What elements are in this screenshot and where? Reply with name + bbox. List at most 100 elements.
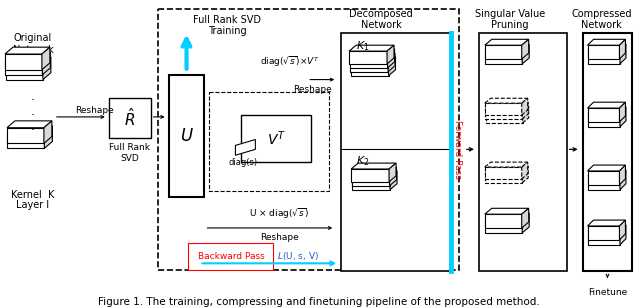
Text: U: U <box>180 127 193 145</box>
Polygon shape <box>350 59 388 72</box>
Bar <box>168 75 205 197</box>
Polygon shape <box>588 45 620 59</box>
Polygon shape <box>44 121 52 144</box>
Bar <box>109 98 150 138</box>
Polygon shape <box>485 98 528 103</box>
Polygon shape <box>389 163 396 182</box>
Text: $K_1$: $K_1$ <box>356 39 370 53</box>
Text: Reshape: Reshape <box>76 106 114 115</box>
Polygon shape <box>485 214 522 228</box>
Text: $L$(U, s, V): $L$(U, s, V) <box>277 250 319 262</box>
Text: Figure 1. The training, compressing and finetuning pipeline of the proposed meth: Figure 1. The training, compressing and … <box>99 297 540 307</box>
Polygon shape <box>6 57 51 64</box>
Bar <box>157 9 459 270</box>
Polygon shape <box>588 39 625 45</box>
Polygon shape <box>485 171 522 183</box>
Text: $\hat{R}$: $\hat{R}$ <box>124 107 136 129</box>
Polygon shape <box>620 107 626 127</box>
Polygon shape <box>522 166 528 183</box>
Text: ·
·
·: · · · <box>31 95 35 137</box>
Polygon shape <box>44 126 52 148</box>
Polygon shape <box>588 107 626 113</box>
Polygon shape <box>388 53 395 72</box>
Polygon shape <box>485 103 522 115</box>
Polygon shape <box>485 208 529 214</box>
Polygon shape <box>352 171 397 177</box>
Polygon shape <box>351 169 389 182</box>
Polygon shape <box>588 231 620 245</box>
Polygon shape <box>352 177 390 190</box>
Bar <box>209 92 329 191</box>
Polygon shape <box>588 44 626 50</box>
Text: $V^T$: $V^T$ <box>267 129 286 148</box>
Polygon shape <box>620 102 625 122</box>
Bar <box>241 115 311 162</box>
Polygon shape <box>620 220 625 240</box>
Polygon shape <box>522 208 529 228</box>
Polygon shape <box>588 165 625 171</box>
Polygon shape <box>387 45 394 64</box>
Text: Reshape: Reshape <box>260 233 299 242</box>
Text: Original
Network: Original Network <box>13 33 53 55</box>
Polygon shape <box>8 126 52 133</box>
Polygon shape <box>522 39 529 59</box>
Polygon shape <box>485 166 528 171</box>
Polygon shape <box>522 213 529 233</box>
Bar <box>582 33 632 271</box>
Polygon shape <box>43 57 51 79</box>
Polygon shape <box>485 162 528 167</box>
Polygon shape <box>7 121 52 128</box>
Text: Compressed
Network: Compressed Network <box>572 9 632 30</box>
Polygon shape <box>588 226 620 240</box>
Polygon shape <box>349 45 394 51</box>
Polygon shape <box>388 49 394 68</box>
Text: Full Rank SVD
Training: Full Rank SVD Training <box>193 15 261 36</box>
Polygon shape <box>485 50 522 64</box>
Polygon shape <box>522 162 528 179</box>
Polygon shape <box>349 55 388 68</box>
Polygon shape <box>485 213 529 219</box>
Text: diag($\sqrt{s}$)$\times V^T$: diag($\sqrt{s}$)$\times V^T$ <box>260 55 320 69</box>
Polygon shape <box>588 113 620 127</box>
Polygon shape <box>6 52 51 59</box>
Polygon shape <box>5 54 42 70</box>
Text: Singular Value
Pruning: Singular Value Pruning <box>475 9 545 30</box>
Polygon shape <box>350 53 395 59</box>
Polygon shape <box>5 47 50 54</box>
Text: $K_2$: $K_2$ <box>356 154 369 168</box>
Polygon shape <box>588 225 626 231</box>
Text: Reshape: Reshape <box>293 85 332 94</box>
Text: Kernel  K: Kernel K <box>12 190 54 200</box>
Polygon shape <box>7 128 44 144</box>
Text: Layer l: Layer l <box>17 201 49 210</box>
Polygon shape <box>620 165 625 185</box>
Polygon shape <box>351 173 390 186</box>
Polygon shape <box>485 44 529 50</box>
Bar <box>479 33 566 271</box>
Polygon shape <box>522 44 529 64</box>
Polygon shape <box>588 50 620 64</box>
Polygon shape <box>390 167 397 186</box>
Polygon shape <box>588 176 620 190</box>
Polygon shape <box>588 170 626 176</box>
Polygon shape <box>6 64 43 79</box>
Text: Full Rank
SVD: Full Rank SVD <box>109 144 150 163</box>
Polygon shape <box>620 170 626 190</box>
Polygon shape <box>390 171 397 190</box>
Polygon shape <box>486 111 523 123</box>
Text: Finetune: Finetune <box>588 288 627 297</box>
Polygon shape <box>349 49 394 55</box>
Polygon shape <box>588 220 625 226</box>
Polygon shape <box>523 106 529 123</box>
Polygon shape <box>522 102 528 119</box>
Text: diag(s): diag(s) <box>229 158 258 167</box>
Polygon shape <box>42 52 51 75</box>
Bar <box>341 33 451 271</box>
Polygon shape <box>485 39 529 45</box>
Polygon shape <box>620 39 625 59</box>
Polygon shape <box>351 167 397 173</box>
Polygon shape <box>588 108 620 122</box>
Polygon shape <box>485 167 522 179</box>
Polygon shape <box>485 219 522 233</box>
Polygon shape <box>42 47 50 70</box>
